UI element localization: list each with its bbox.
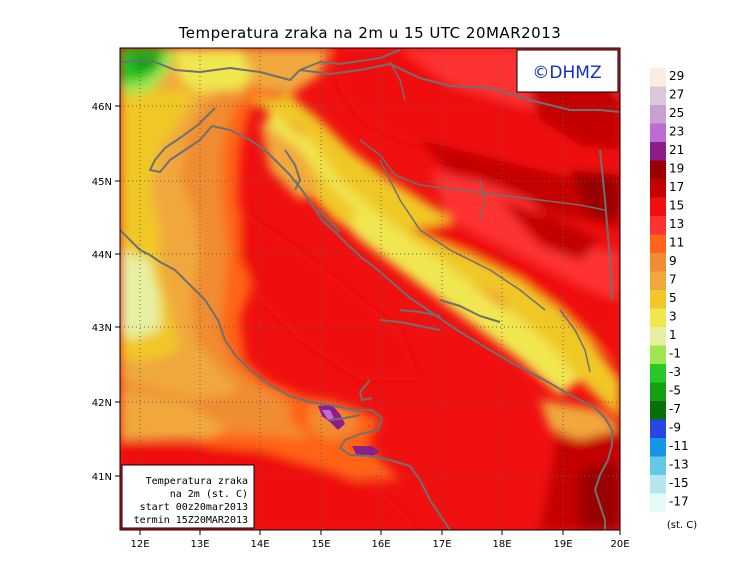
watermark-box	[516, 49, 619, 93]
colorbar-swatch	[650, 197, 666, 216]
watermark-text: ©DHMZ	[532, 63, 601, 83]
colorbar-label: -13	[669, 458, 689, 472]
info-box	[121, 464, 255, 529]
gridlines	[120, 48, 620, 530]
colorbar-label: 29	[669, 69, 684, 83]
colorbar-label: 5	[669, 291, 677, 305]
colorbar-label: 17	[669, 180, 684, 194]
colorbar-swatch	[650, 290, 666, 309]
colorbar-swatch	[650, 142, 666, 161]
map-title: Temperatura zraka na 2m u 15 UTC 20MAR20…	[178, 24, 562, 42]
colorbar-label: 7	[669, 273, 677, 287]
colorbar-label: -5	[669, 384, 681, 398]
colorbar-swatch	[650, 327, 666, 346]
colorbar-swatch	[650, 382, 666, 401]
colorbar-swatch	[650, 68, 666, 87]
borders	[359, 61, 606, 373]
lat-label: 43N	[92, 323, 112, 334]
colorbar-label: 9	[669, 254, 677, 268]
lon-label: 20E	[610, 539, 629, 550]
lon-label: 15E	[311, 539, 330, 550]
colorbar-swatch	[650, 364, 666, 383]
colorbar-label: -11	[669, 439, 689, 453]
colorbar-swatch	[650, 419, 666, 438]
colorbar-swatch	[650, 438, 666, 457]
colorbar: 29 27 25 23 21 19 17 15 13 11 9 7 5 3 1 -1 -3 -5 -7 -9 -11 -1…	[650, 68, 689, 512]
colorbar-swatch	[650, 160, 666, 179]
colorbar-label: 1	[669, 328, 677, 342]
colorbar-label: 13	[669, 217, 684, 231]
colorbar-label: -1	[669, 347, 681, 361]
colorbar-swatch	[650, 493, 666, 512]
lon-label: 14E	[250, 539, 269, 550]
lon-label: 19E	[553, 539, 572, 550]
lat-label: 45N	[92, 177, 112, 188]
lat-label: 41N	[92, 472, 112, 483]
lat-label: 46N	[92, 102, 112, 113]
info-line-3: start 00z20mar2013	[140, 502, 248, 513]
temperature-field	[120, 48, 620, 530]
lon-label: 12E	[130, 539, 149, 550]
info-line-1: Temperatura zraka	[146, 476, 248, 487]
lat-label: 44N	[92, 250, 112, 261]
colorbar-label: -17	[669, 495, 689, 509]
colorbar-label: -9	[669, 421, 681, 435]
colorbar-label: 27	[669, 88, 684, 102]
colorbar-swatch	[650, 271, 666, 290]
colorbar-swatch	[650, 234, 666, 253]
colorbar-swatch	[650, 105, 666, 124]
colorbar-swatch	[650, 253, 666, 272]
lon-label: 18E	[492, 539, 511, 550]
lon-label: 16E	[371, 539, 390, 550]
colorbar-label: -15	[669, 476, 689, 490]
colorbar-swatch	[650, 123, 666, 142]
lat-label: 42N	[92, 398, 112, 409]
colorbar-label: 21	[669, 143, 684, 157]
colorbar-swatch	[650, 456, 666, 475]
colorbar-label: -7	[669, 402, 681, 416]
colorbar-swatch	[650, 475, 666, 494]
colorbar-swatch	[650, 179, 666, 198]
map-frame	[119, 47, 621, 531]
colorbar-label: 15	[669, 199, 684, 213]
colorbar-label: -3	[669, 365, 681, 379]
colorbar-swatch	[650, 216, 666, 235]
colorbar-label: 3	[669, 310, 677, 324]
colorbar-swatch	[650, 86, 666, 105]
colorbar-label: 19	[669, 162, 684, 176]
info-line-4: termin 15Z20MAR2013	[134, 515, 248, 526]
colorbar-label: 23	[669, 125, 684, 139]
colorbar-unit: (st. C)	[667, 520, 697, 531]
lon-label: 17E	[432, 539, 451, 550]
lon-label: 13E	[190, 539, 209, 550]
colorbar-swatch	[650, 308, 666, 327]
colorbar-swatch	[650, 401, 666, 420]
coastline	[120, 49, 620, 530]
info-line-2: na 2m (st. C)	[170, 489, 248, 500]
colorbar-swatch	[650, 345, 666, 364]
colorbar-label: 11	[669, 236, 684, 250]
colorbar-label: 25	[669, 106, 684, 120]
